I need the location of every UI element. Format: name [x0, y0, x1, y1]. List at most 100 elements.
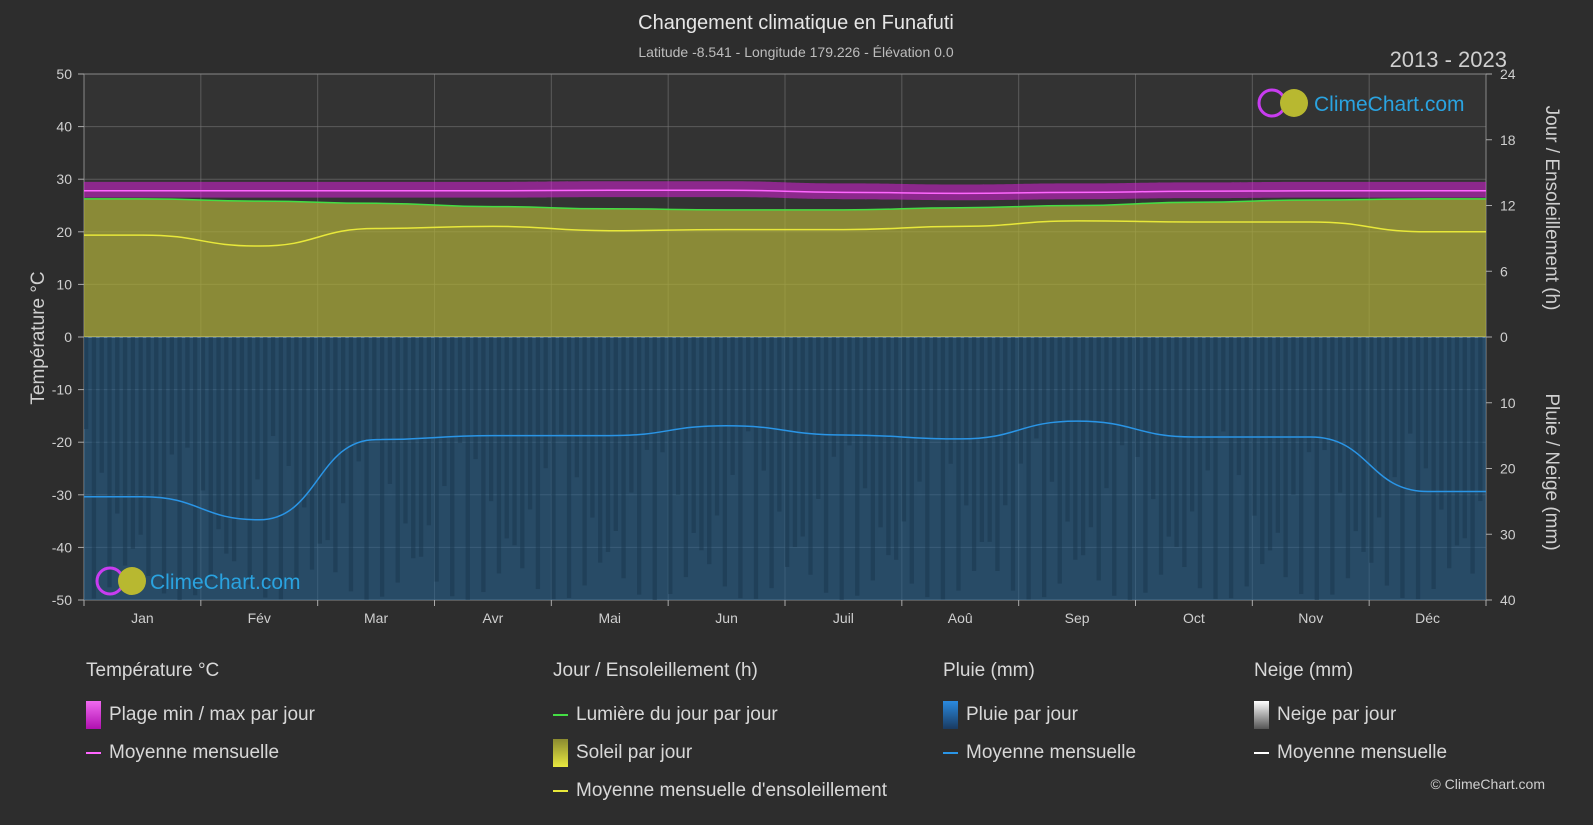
rain-bar — [286, 337, 291, 466]
legend-item: Plage min / max par jour — [86, 696, 315, 734]
rain-bar — [746, 337, 751, 432]
rain-bar — [138, 337, 143, 535]
legend-snow: Neige (mm) Neige par jour Moyenne mensue… — [1254, 660, 1447, 772]
rain-bar — [450, 337, 455, 597]
x-tick-label: Jan — [131, 610, 154, 626]
data-bands — [84, 181, 1486, 600]
rain-bar — [1166, 337, 1171, 537]
rain-bar — [699, 337, 704, 551]
rain-bar — [878, 337, 883, 528]
x-tick-label: Avr — [483, 610, 504, 626]
rain-bar — [1080, 337, 1086, 556]
rain-bar — [115, 337, 120, 514]
rain-bar — [675, 337, 681, 495]
rain-bar — [909, 337, 914, 584]
rain-bar — [566, 337, 572, 598]
right-tick-label: 18 — [1500, 132, 1516, 148]
rain-bar — [979, 337, 985, 542]
rain-bar — [940, 337, 946, 600]
legend-item: Neige par jour — [1254, 696, 1447, 734]
rain-bar — [270, 337, 276, 437]
range-swatch-icon — [86, 701, 101, 729]
left-tick-label: 50 — [56, 66, 72, 82]
right-top-axis-label: Jour / Ensoleillement (h) — [1541, 106, 1562, 311]
rain-bar — [629, 337, 634, 493]
rain-bar — [800, 337, 805, 537]
rain-bar — [1392, 337, 1397, 478]
rain-bar — [1049, 337, 1055, 482]
rain-bar — [1221, 337, 1226, 432]
legend-label: Pluie par jour — [966, 704, 1078, 725]
rain-bar — [637, 337, 642, 595]
rain-bar — [379, 337, 385, 597]
rain-bar — [574, 337, 579, 478]
temperature-mean-line — [83, 189, 1486, 195]
rain-bar — [792, 337, 798, 548]
right-tick-label: 6 — [1500, 263, 1508, 279]
rain-bar — [1384, 337, 1390, 586]
chart-title: Changement climatique en Funafuti — [638, 12, 954, 34]
line-swatch-icon — [553, 714, 568, 716]
legend-item: Moyenne mensuelle d'ensoleillement — [553, 772, 887, 810]
legend-temperature: Température °C Plage min / max par jour … — [86, 660, 315, 772]
rain-bar — [831, 337, 837, 457]
rain-bar — [1454, 337, 1460, 546]
rain-bar — [1088, 337, 1094, 528]
rain-bar — [1197, 337, 1203, 589]
rain-bar — [901, 337, 907, 522]
rain-bar — [1283, 337, 1288, 578]
rain-bar — [185, 337, 190, 448]
rain-bar — [1236, 337, 1242, 476]
sunshine-mean-line — [84, 220, 1486, 247]
x-tick-label: Aoû — [948, 610, 973, 626]
rain-bar — [1260, 337, 1265, 565]
rain-bar — [1361, 337, 1366, 552]
rain-bar — [1205, 337, 1210, 471]
rain-bar — [457, 337, 463, 443]
logo-sun-icon — [118, 567, 146, 595]
rain-bar — [925, 337, 930, 598]
right-tick-label: 12 — [1500, 198, 1516, 214]
rain-bar — [364, 337, 369, 600]
left-tick-label: -40 — [52, 539, 72, 555]
legend-item: Moyenne mensuelle — [1254, 734, 1447, 772]
rain-bar — [263, 337, 268, 598]
rain-bar — [1431, 337, 1436, 589]
rain-swatch-icon — [943, 701, 958, 729]
rain-bar — [309, 337, 315, 570]
legend-label: Soleil par jour — [576, 742, 693, 763]
right-tick-label: 10 — [1500, 395, 1516, 411]
rain-bar — [99, 337, 104, 473]
rain-bar — [1174, 337, 1179, 547]
left-tick-label: -30 — [52, 487, 72, 503]
legend-item: Pluie par jour — [943, 696, 1136, 734]
rain-bar — [753, 337, 759, 599]
rain-bar — [216, 337, 221, 530]
rain-bar — [1478, 337, 1483, 502]
legend-label: Lumière du jour par jour — [576, 704, 778, 725]
legend-label: Plage min / max par jour — [109, 704, 315, 725]
rain-bar — [808, 337, 813, 575]
legend-rain: Pluie (mm) Pluie par jour Moyenne mensue… — [943, 660, 1136, 772]
legend-label: Moyenne mensuelle — [109, 742, 280, 763]
rain-bar — [987, 337, 992, 542]
rain-bar — [387, 337, 393, 484]
rain-bar — [1415, 337, 1421, 600]
rain-bar — [1104, 337, 1109, 489]
rain-bar — [325, 337, 330, 541]
rain-bar — [1330, 337, 1335, 595]
rain-bar — [870, 337, 875, 581]
rain-bar — [154, 337, 159, 497]
rain-bar — [707, 337, 712, 565]
rain-bar — [1018, 337, 1023, 464]
rain-bar — [278, 337, 284, 600]
rain-bar — [1228, 337, 1234, 599]
brand-logo-bottom: ClimeChart.com — [95, 566, 301, 596]
right-tick-label: 30 — [1500, 526, 1516, 542]
rain-bar — [823, 337, 829, 593]
left-tick-label: -10 — [52, 382, 72, 398]
rain-bar — [193, 337, 198, 596]
left-tick-label: 40 — [56, 119, 72, 135]
brand-name-top: ClimeChart.com — [1314, 93, 1465, 116]
rain-bar — [971, 337, 977, 571]
